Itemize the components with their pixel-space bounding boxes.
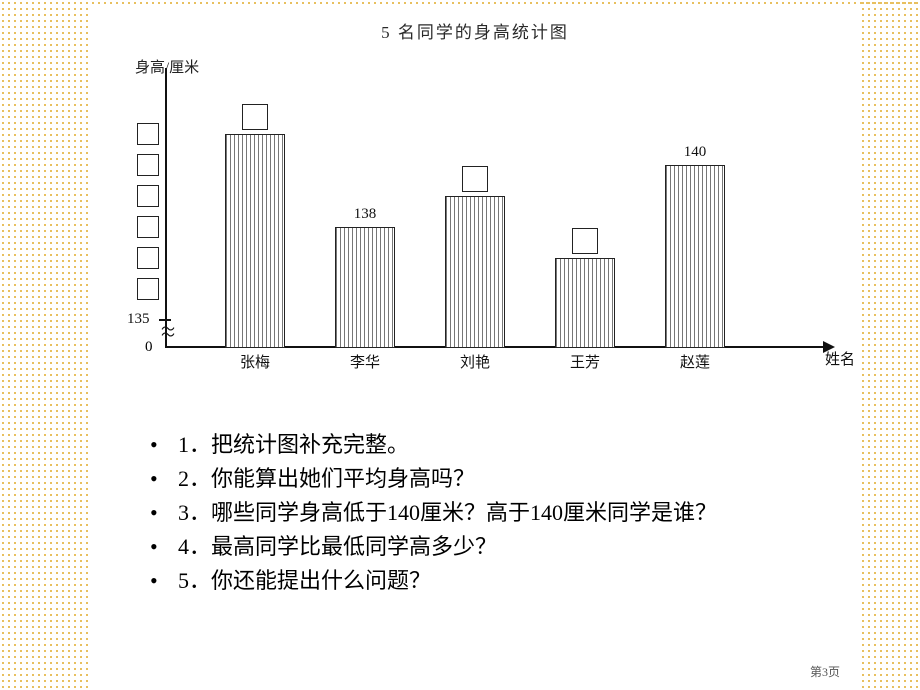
page-number: 第3页 bbox=[810, 663, 840, 680]
question-item: •1．把统计图补充完整。 bbox=[150, 428, 820, 462]
bullet-icon: • bbox=[150, 496, 178, 530]
bar-value-label: 138 bbox=[335, 206, 395, 223]
y-tick-fill-box[interactable] bbox=[137, 154, 159, 176]
bullet-icon: • bbox=[150, 462, 178, 496]
bullet-icon: • bbox=[150, 428, 178, 462]
baseline-tick bbox=[159, 319, 171, 321]
bar-value-label: 140 bbox=[665, 144, 725, 161]
question-list: •1．把统计图补充完整。•2．你能算出她们平均身高吗？• 3．哪些同学身高低于1… bbox=[150, 428, 820, 598]
y-tick-fill-box[interactable] bbox=[137, 247, 159, 269]
height-bar-chart: 5 名同学的身高统计图 身高/厘米 0 〜〜 135 张梅李华138刘艳王芳赵莲… bbox=[105, 8, 845, 388]
bar-value-fill-box[interactable] bbox=[242, 104, 268, 130]
question-text: 4．最高同学比最低同学高多少？ bbox=[178, 530, 820, 564]
y-axis-line bbox=[165, 68, 167, 348]
question-item: • 3．哪些同学身高低于140厘米？高于140厘米同学是谁？ bbox=[150, 496, 820, 530]
axis-break-icon: 〜〜 bbox=[161, 328, 175, 340]
bullet-icon: • bbox=[150, 530, 178, 564]
page-content: 5 名同学的身高统计图 身高/厘米 0 〜〜 135 张梅李华138刘艳王芳赵莲… bbox=[90, 8, 860, 690]
y-tick-fill-box[interactable] bbox=[137, 278, 159, 300]
x-axis-label: 姓名 bbox=[105, 348, 865, 369]
y-tick-fill-box[interactable] bbox=[137, 185, 159, 207]
dot-strip-top bbox=[0, 0, 920, 8]
y-tick-fill-box[interactable] bbox=[137, 123, 159, 145]
question-item: •2．你能算出她们平均身高吗？ bbox=[150, 462, 820, 496]
bar-value-fill-box[interactable] bbox=[572, 228, 598, 254]
dot-strip-left bbox=[0, 0, 90, 690]
question-text: 2．你能算出她们平均身高吗？ bbox=[178, 462, 820, 496]
question-item: • 5．你还能提出什么问题？ bbox=[150, 564, 820, 598]
chart-title: 5 名同学的身高统计图 bbox=[105, 18, 845, 43]
bullet-icon: • bbox=[150, 564, 178, 598]
bar bbox=[445, 196, 505, 348]
dot-strip-right bbox=[860, 0, 920, 690]
question-text: 3．哪些同学身高低于140厘米？高于140厘米同学是谁？ bbox=[178, 496, 820, 530]
question-text: 1．把统计图补充完整。 bbox=[178, 428, 820, 462]
bar bbox=[335, 227, 395, 348]
bar-value-fill-box[interactable] bbox=[462, 166, 488, 192]
question-item: • 4．最高同学比最低同学高多少？ bbox=[150, 530, 820, 564]
bar bbox=[225, 134, 285, 348]
y-tick-fill-box[interactable] bbox=[137, 216, 159, 238]
bar bbox=[555, 258, 615, 348]
question-text: 5．你还能提出什么问题？ bbox=[178, 564, 820, 598]
baseline-label: 135 bbox=[127, 311, 150, 328]
chart-plot-area: 0 〜〜 135 张梅李华138刘艳王芳赵莲140 bbox=[165, 68, 825, 348]
bar bbox=[665, 165, 725, 348]
